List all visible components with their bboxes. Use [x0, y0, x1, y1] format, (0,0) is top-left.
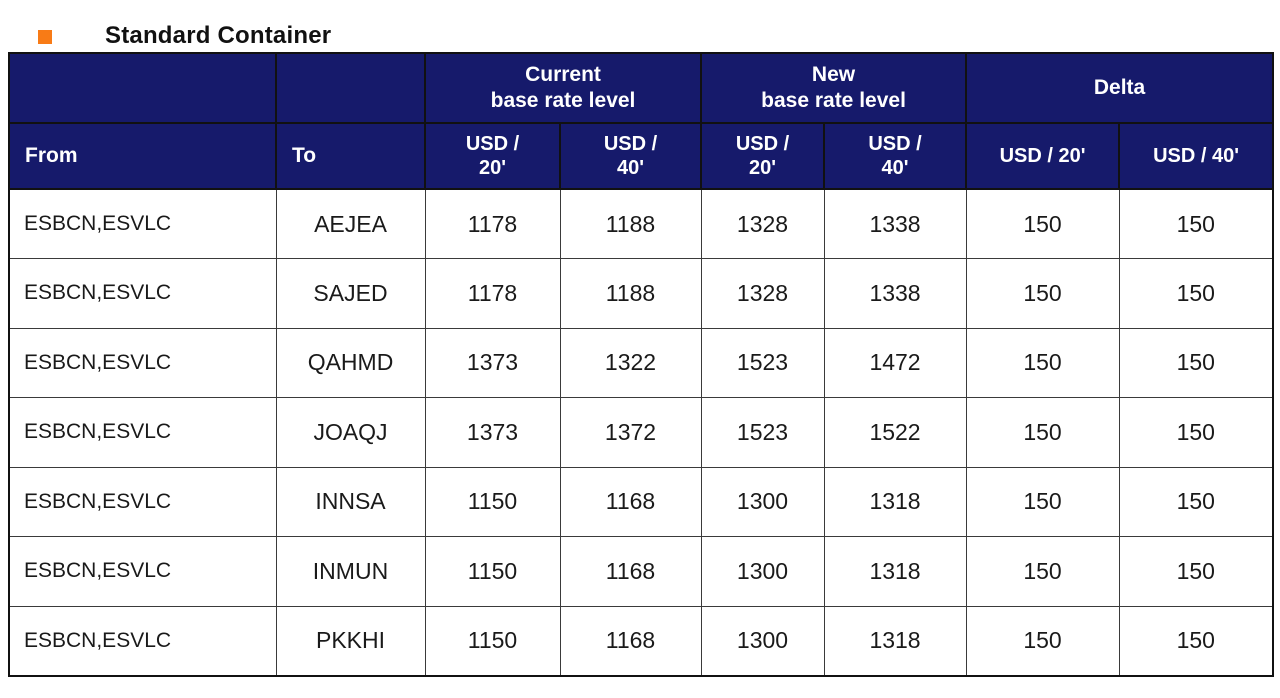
column-header-delta-usd20: USD / 20': [965, 122, 1121, 190]
table-cell: 1188: [559, 188, 702, 259]
table-cell: ESBCN,ESVLC: [8, 188, 277, 259]
table-cell: 150: [1118, 536, 1274, 607]
table-cell: 1150: [424, 605, 561, 676]
bullet-square-icon: [38, 30, 52, 44]
table-cell: 1150: [424, 536, 561, 607]
table-cell: 150: [965, 466, 1120, 537]
table-cell: 1168: [559, 605, 702, 676]
table-cell: 1318: [823, 605, 967, 676]
table-cell: 150: [1118, 327, 1274, 398]
table-cell: 1318: [823, 536, 967, 607]
table-cell: ESBCN,ESVLC: [8, 327, 277, 398]
table-cell: SAJED: [275, 258, 426, 329]
table-cell: 150: [1118, 258, 1274, 329]
table-cell: 1168: [559, 466, 702, 537]
header-group-new: New base rate level: [700, 52, 968, 124]
table-cell: ESBCN,ESVLC: [8, 605, 277, 676]
column-header-new-usd20: USD / 20': [700, 122, 826, 190]
table-cell: 1150: [424, 466, 561, 537]
header-columns-row: From To USD / 20' USD / 40' USD / 20' US…: [8, 122, 1275, 190]
table-cell: 1322: [559, 327, 702, 398]
table-row: ESBCN,ESVLC QAHMD 1373 1322 1523 1472 150 150: [8, 327, 1274, 398]
table-cell: 1168: [559, 536, 702, 607]
table-cell: 1178: [424, 258, 561, 329]
table-cell: 1522: [823, 397, 967, 468]
table-cell: 1318: [823, 466, 967, 537]
table-cell: ESBCN,ESVLC: [8, 397, 277, 468]
table-cell: 1523: [700, 397, 825, 468]
table-cell: 1300: [700, 466, 825, 537]
table-cell: QAHMD: [275, 327, 426, 398]
table-cell: ESBCN,ESVLC: [8, 258, 277, 329]
slide-title-row: Standard Container: [0, 0, 1280, 52]
table-cell: 1338: [823, 188, 967, 259]
table-cell: ESBCN,ESVLC: [8, 536, 277, 607]
table-cell: 150: [965, 605, 1120, 676]
table-cell: INMUN: [275, 536, 426, 607]
column-header-to: To: [275, 122, 426, 190]
header-spacer-from: [8, 52, 277, 124]
table-cell: 1523: [700, 327, 825, 398]
table-cell: JOAQJ: [275, 397, 426, 468]
table-cell: 150: [1118, 397, 1274, 468]
header-group-row: Current base rate level New base rate le…: [8, 52, 1275, 124]
table-row: ESBCN,ESVLC PKKHI 1150 1168 1300 1318 150 150: [8, 605, 1274, 676]
column-header-cur-usd20: USD / 20': [424, 122, 561, 190]
header-group-delta: Delta: [965, 52, 1275, 124]
page-title: Standard Container: [105, 22, 332, 49]
column-header-delta-usd40: USD / 40': [1118, 122, 1275, 190]
rate-table-header: Current base rate level New base rate le…: [8, 52, 1275, 190]
rate-table-body: ESBCN,ESVLC AEJEA 1178 1188 1328 1338 150 150 ES…: [8, 188, 1274, 676]
table-row: ESBCN,ESVLC SAJED 1178 1188 1328 1338 150 150: [8, 258, 1274, 329]
table-cell: 1300: [700, 605, 825, 676]
header-group-current: Current base rate level: [423, 52, 703, 124]
table-cell: INNSA: [275, 466, 426, 537]
table-cell: 150: [965, 536, 1120, 607]
table-cell: 1373: [424, 327, 561, 398]
table-cell: 1338: [823, 258, 967, 329]
table-cell: 150: [1118, 188, 1274, 259]
table-row: ESBCN,ESVLC AEJEA 1178 1188 1328 1338 150 150: [8, 188, 1274, 259]
table-cell: PKKHI: [275, 605, 426, 676]
table-row: ESBCN,ESVLC JOAQJ 1373 1372 1523 1522 150 150: [8, 397, 1274, 468]
table-cell: 1188: [559, 258, 702, 329]
table-cell: 150: [1118, 466, 1274, 537]
table-cell: 1328: [700, 258, 825, 329]
rate-table: Current base rate level New base rate le…: [8, 52, 1275, 677]
table-row: ESBCN,ESVLC INMUN 1150 1168 1300 1318 150 150: [8, 536, 1274, 607]
column-header-new-usd40: USD / 40': [823, 122, 968, 190]
column-header-cur-usd40: USD / 40': [558, 122, 703, 190]
table-cell: 150: [965, 188, 1120, 259]
table-cell: 150: [1118, 605, 1274, 676]
table-cell: 1300: [700, 536, 825, 607]
table-cell: 150: [965, 258, 1120, 329]
table-cell: 1472: [823, 327, 967, 398]
table-cell: 1178: [424, 188, 561, 259]
table-row: ESBCN,ESVLC INNSA 1150 1168 1300 1318 150 150: [8, 466, 1274, 537]
column-header-from: From: [8, 122, 277, 190]
header-spacer-to: [275, 52, 426, 124]
table-cell: 1328: [700, 188, 825, 259]
table-cell: 1373: [424, 397, 561, 468]
table-cell: 150: [965, 397, 1120, 468]
table-cell: ESBCN,ESVLC: [8, 466, 277, 537]
table-cell: 150: [965, 327, 1120, 398]
table-cell: 1372: [559, 397, 702, 468]
table-cell: AEJEA: [275, 188, 426, 259]
